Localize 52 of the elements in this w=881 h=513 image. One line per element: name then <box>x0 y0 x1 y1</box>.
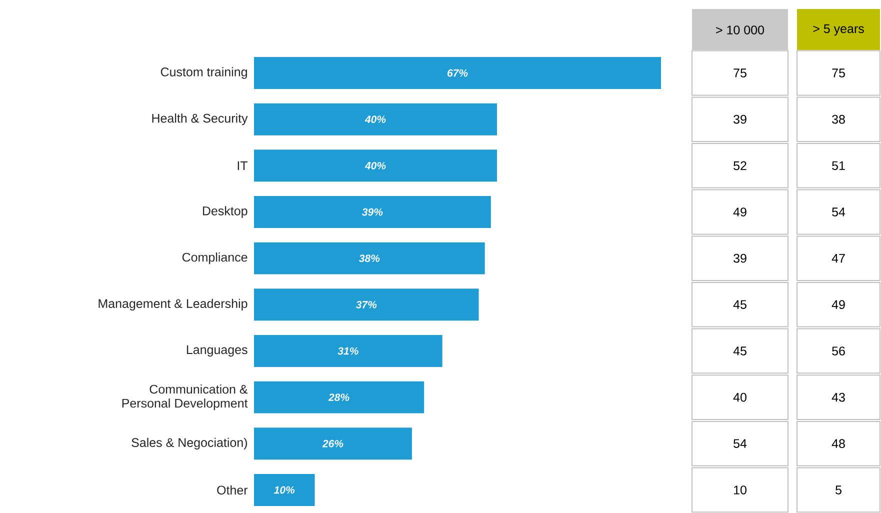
data-label: 48 <box>832 439 845 448</box>
data-label: 40% <box>364 116 386 124</box>
data-label: 39% <box>362 208 383 216</box>
y-tick-label: Custom training <box>160 67 247 80</box>
y-tick-label: Desktop <box>202 206 248 218</box>
y-tick-label: Compliance <box>182 252 248 264</box>
x-tick-label: > 10 000 <box>716 26 764 35</box>
data-label: 67% <box>447 69 468 77</box>
data-label: 5 <box>836 486 842 495</box>
y-tick-label: Communication & Personal Development <box>122 384 248 410</box>
data-label: 39 <box>734 254 746 263</box>
data-label: 37% <box>356 301 377 309</box>
bar <box>254 474 315 506</box>
y-tick-label: Management & Leadership <box>98 299 248 311</box>
data-label: 38 <box>832 115 845 124</box>
data-label: 75 <box>832 68 845 78</box>
data-label: 40 <box>733 393 746 402</box>
bar <box>254 382 424 414</box>
data-label: 49 <box>832 300 845 310</box>
x-tick-label: > 5 years <box>813 24 864 36</box>
data-label: 10% <box>274 486 295 494</box>
bar <box>254 428 412 460</box>
data-label: 75 <box>734 68 746 78</box>
bar <box>254 335 442 368</box>
y-tick-label: Health & Security <box>152 114 248 126</box>
data-label: 31% <box>338 347 358 355</box>
bar <box>254 150 497 182</box>
data-label: 52 <box>734 161 746 170</box>
data-label: 54 <box>734 439 747 448</box>
data-label: 56 <box>832 346 845 356</box>
data-label: 26% <box>322 440 344 448</box>
data-label: 54 <box>832 208 846 217</box>
data-label: 28% <box>328 394 350 402</box>
y-tick-label: Languages <box>186 346 248 357</box>
bar <box>254 288 479 321</box>
data-label: 39 <box>734 115 746 124</box>
data-label: 51 <box>832 162 845 170</box>
bar <box>254 196 491 228</box>
data-label: 45 <box>733 300 746 310</box>
bar <box>254 242 485 275</box>
data-label: 38% <box>358 254 380 262</box>
bar <box>254 57 662 90</box>
y-tick-label: Other <box>217 486 248 495</box>
y-tick-label: Sales & Negociation) <box>132 438 247 450</box>
data-label: 43 <box>832 393 845 402</box>
data-label: 40% <box>364 162 386 170</box>
y-tick-label: IT <box>238 162 248 170</box>
data-label: 45 <box>733 346 746 356</box>
bar <box>254 104 497 136</box>
data-label: 49 <box>733 208 746 217</box>
data-label: 10 <box>734 486 746 495</box>
data-label: 47 <box>832 254 845 263</box>
